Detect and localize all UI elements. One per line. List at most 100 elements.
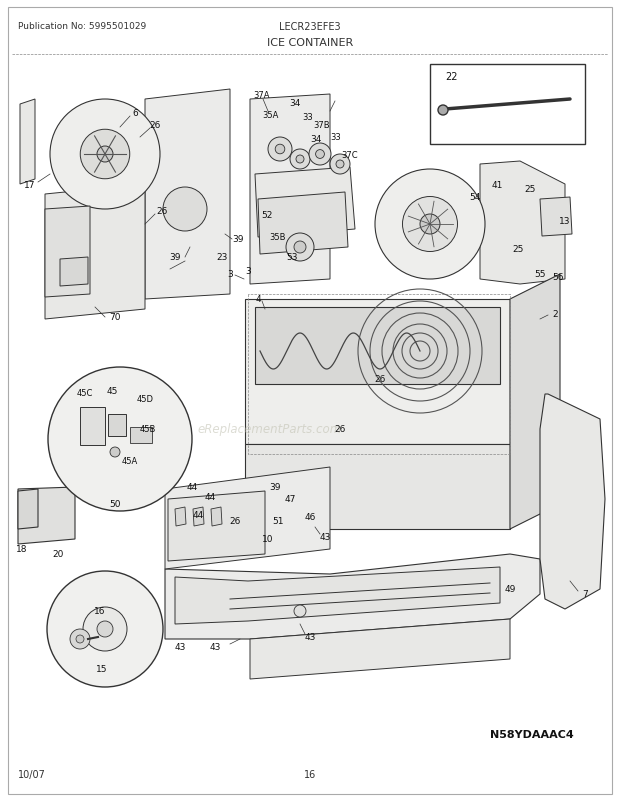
- Text: 53: 53: [286, 253, 298, 262]
- Polygon shape: [175, 508, 186, 526]
- Circle shape: [294, 606, 306, 618]
- Text: 34: 34: [311, 136, 322, 144]
- Polygon shape: [165, 468, 330, 569]
- Circle shape: [309, 144, 331, 166]
- Circle shape: [420, 215, 440, 235]
- Polygon shape: [255, 308, 500, 384]
- Polygon shape: [193, 508, 204, 526]
- Text: 47: 47: [285, 495, 296, 504]
- FancyBboxPatch shape: [130, 427, 152, 444]
- Text: 33: 33: [303, 113, 313, 123]
- Circle shape: [336, 160, 344, 168]
- Text: 45D: 45D: [136, 395, 154, 404]
- Text: 26: 26: [374, 375, 386, 384]
- Text: 13: 13: [559, 217, 571, 226]
- Text: 3: 3: [245, 267, 251, 276]
- Text: LECR23EFE3: LECR23EFE3: [279, 22, 341, 32]
- Polygon shape: [60, 257, 88, 286]
- Text: 39: 39: [169, 253, 181, 262]
- Text: 41: 41: [491, 180, 503, 189]
- Text: 37A: 37A: [254, 91, 270, 100]
- Text: 26: 26: [149, 121, 161, 131]
- Circle shape: [97, 622, 113, 638]
- Circle shape: [80, 130, 130, 180]
- Text: 44: 44: [205, 493, 216, 502]
- Polygon shape: [18, 488, 75, 545]
- Circle shape: [76, 635, 84, 643]
- Polygon shape: [175, 567, 500, 624]
- Polygon shape: [20, 100, 35, 184]
- Text: 26: 26: [156, 207, 167, 217]
- Circle shape: [48, 367, 192, 512]
- Polygon shape: [510, 274, 560, 529]
- Text: 45C: 45C: [77, 389, 93, 398]
- Text: 25: 25: [512, 245, 524, 254]
- Text: 37C: 37C: [342, 150, 358, 160]
- FancyBboxPatch shape: [430, 65, 585, 145]
- Circle shape: [290, 150, 310, 170]
- Circle shape: [70, 630, 90, 649]
- Text: 52: 52: [261, 210, 273, 219]
- Text: 16: 16: [94, 607, 106, 616]
- Text: 43: 43: [174, 642, 185, 652]
- Text: 23: 23: [216, 253, 228, 262]
- Circle shape: [438, 106, 448, 115]
- Text: 7: 7: [582, 589, 588, 599]
- Text: 39: 39: [232, 235, 244, 244]
- Circle shape: [50, 100, 160, 210]
- Circle shape: [275, 145, 285, 155]
- Circle shape: [286, 233, 314, 261]
- FancyBboxPatch shape: [8, 8, 612, 794]
- Circle shape: [268, 138, 292, 162]
- Text: 6: 6: [132, 108, 138, 117]
- Text: 10/07: 10/07: [18, 769, 46, 779]
- Text: 26: 26: [229, 516, 241, 526]
- Text: 43: 43: [319, 533, 330, 542]
- Text: 45B: 45B: [140, 425, 156, 434]
- Text: 26: 26: [334, 425, 346, 434]
- Polygon shape: [258, 192, 348, 255]
- Circle shape: [110, 448, 120, 457]
- Circle shape: [375, 170, 485, 280]
- Text: eReplacementParts.com: eReplacementParts.com: [198, 423, 342, 436]
- Text: 3: 3: [227, 270, 233, 279]
- Text: 43: 43: [304, 633, 316, 642]
- Text: 46: 46: [304, 512, 316, 522]
- Circle shape: [296, 156, 304, 164]
- Text: 70: 70: [109, 313, 121, 322]
- Text: N58YDAAAC4: N58YDAAAC4: [490, 729, 574, 739]
- Text: 54: 54: [469, 193, 481, 202]
- Text: 55: 55: [534, 270, 546, 279]
- Polygon shape: [18, 489, 38, 529]
- Polygon shape: [211, 508, 222, 526]
- Text: 51: 51: [272, 516, 284, 526]
- Polygon shape: [250, 619, 510, 679]
- Polygon shape: [245, 300, 510, 444]
- Text: 33: 33: [330, 133, 342, 142]
- Text: 20: 20: [52, 550, 64, 559]
- Circle shape: [294, 241, 306, 253]
- Circle shape: [330, 155, 350, 175]
- FancyBboxPatch shape: [108, 415, 126, 436]
- FancyBboxPatch shape: [80, 407, 105, 445]
- Polygon shape: [145, 90, 230, 300]
- Text: 44: 44: [192, 511, 203, 520]
- Text: ICE CONTAINER: ICE CONTAINER: [267, 38, 353, 48]
- Circle shape: [83, 607, 127, 651]
- Text: 22: 22: [445, 72, 458, 82]
- Text: 45A: 45A: [122, 457, 138, 466]
- Text: 15: 15: [96, 665, 108, 674]
- Text: 2: 2: [552, 310, 558, 319]
- Polygon shape: [165, 554, 540, 639]
- Polygon shape: [255, 168, 355, 237]
- Text: 49: 49: [504, 585, 516, 593]
- Polygon shape: [540, 198, 572, 237]
- Text: 35A: 35A: [262, 111, 278, 120]
- Text: 56: 56: [552, 273, 564, 282]
- Text: 4: 4: [255, 295, 261, 304]
- Polygon shape: [540, 395, 605, 610]
- Text: 44: 44: [187, 483, 198, 492]
- Circle shape: [163, 188, 207, 232]
- Text: 37B: 37B: [314, 121, 330, 131]
- Circle shape: [97, 147, 113, 163]
